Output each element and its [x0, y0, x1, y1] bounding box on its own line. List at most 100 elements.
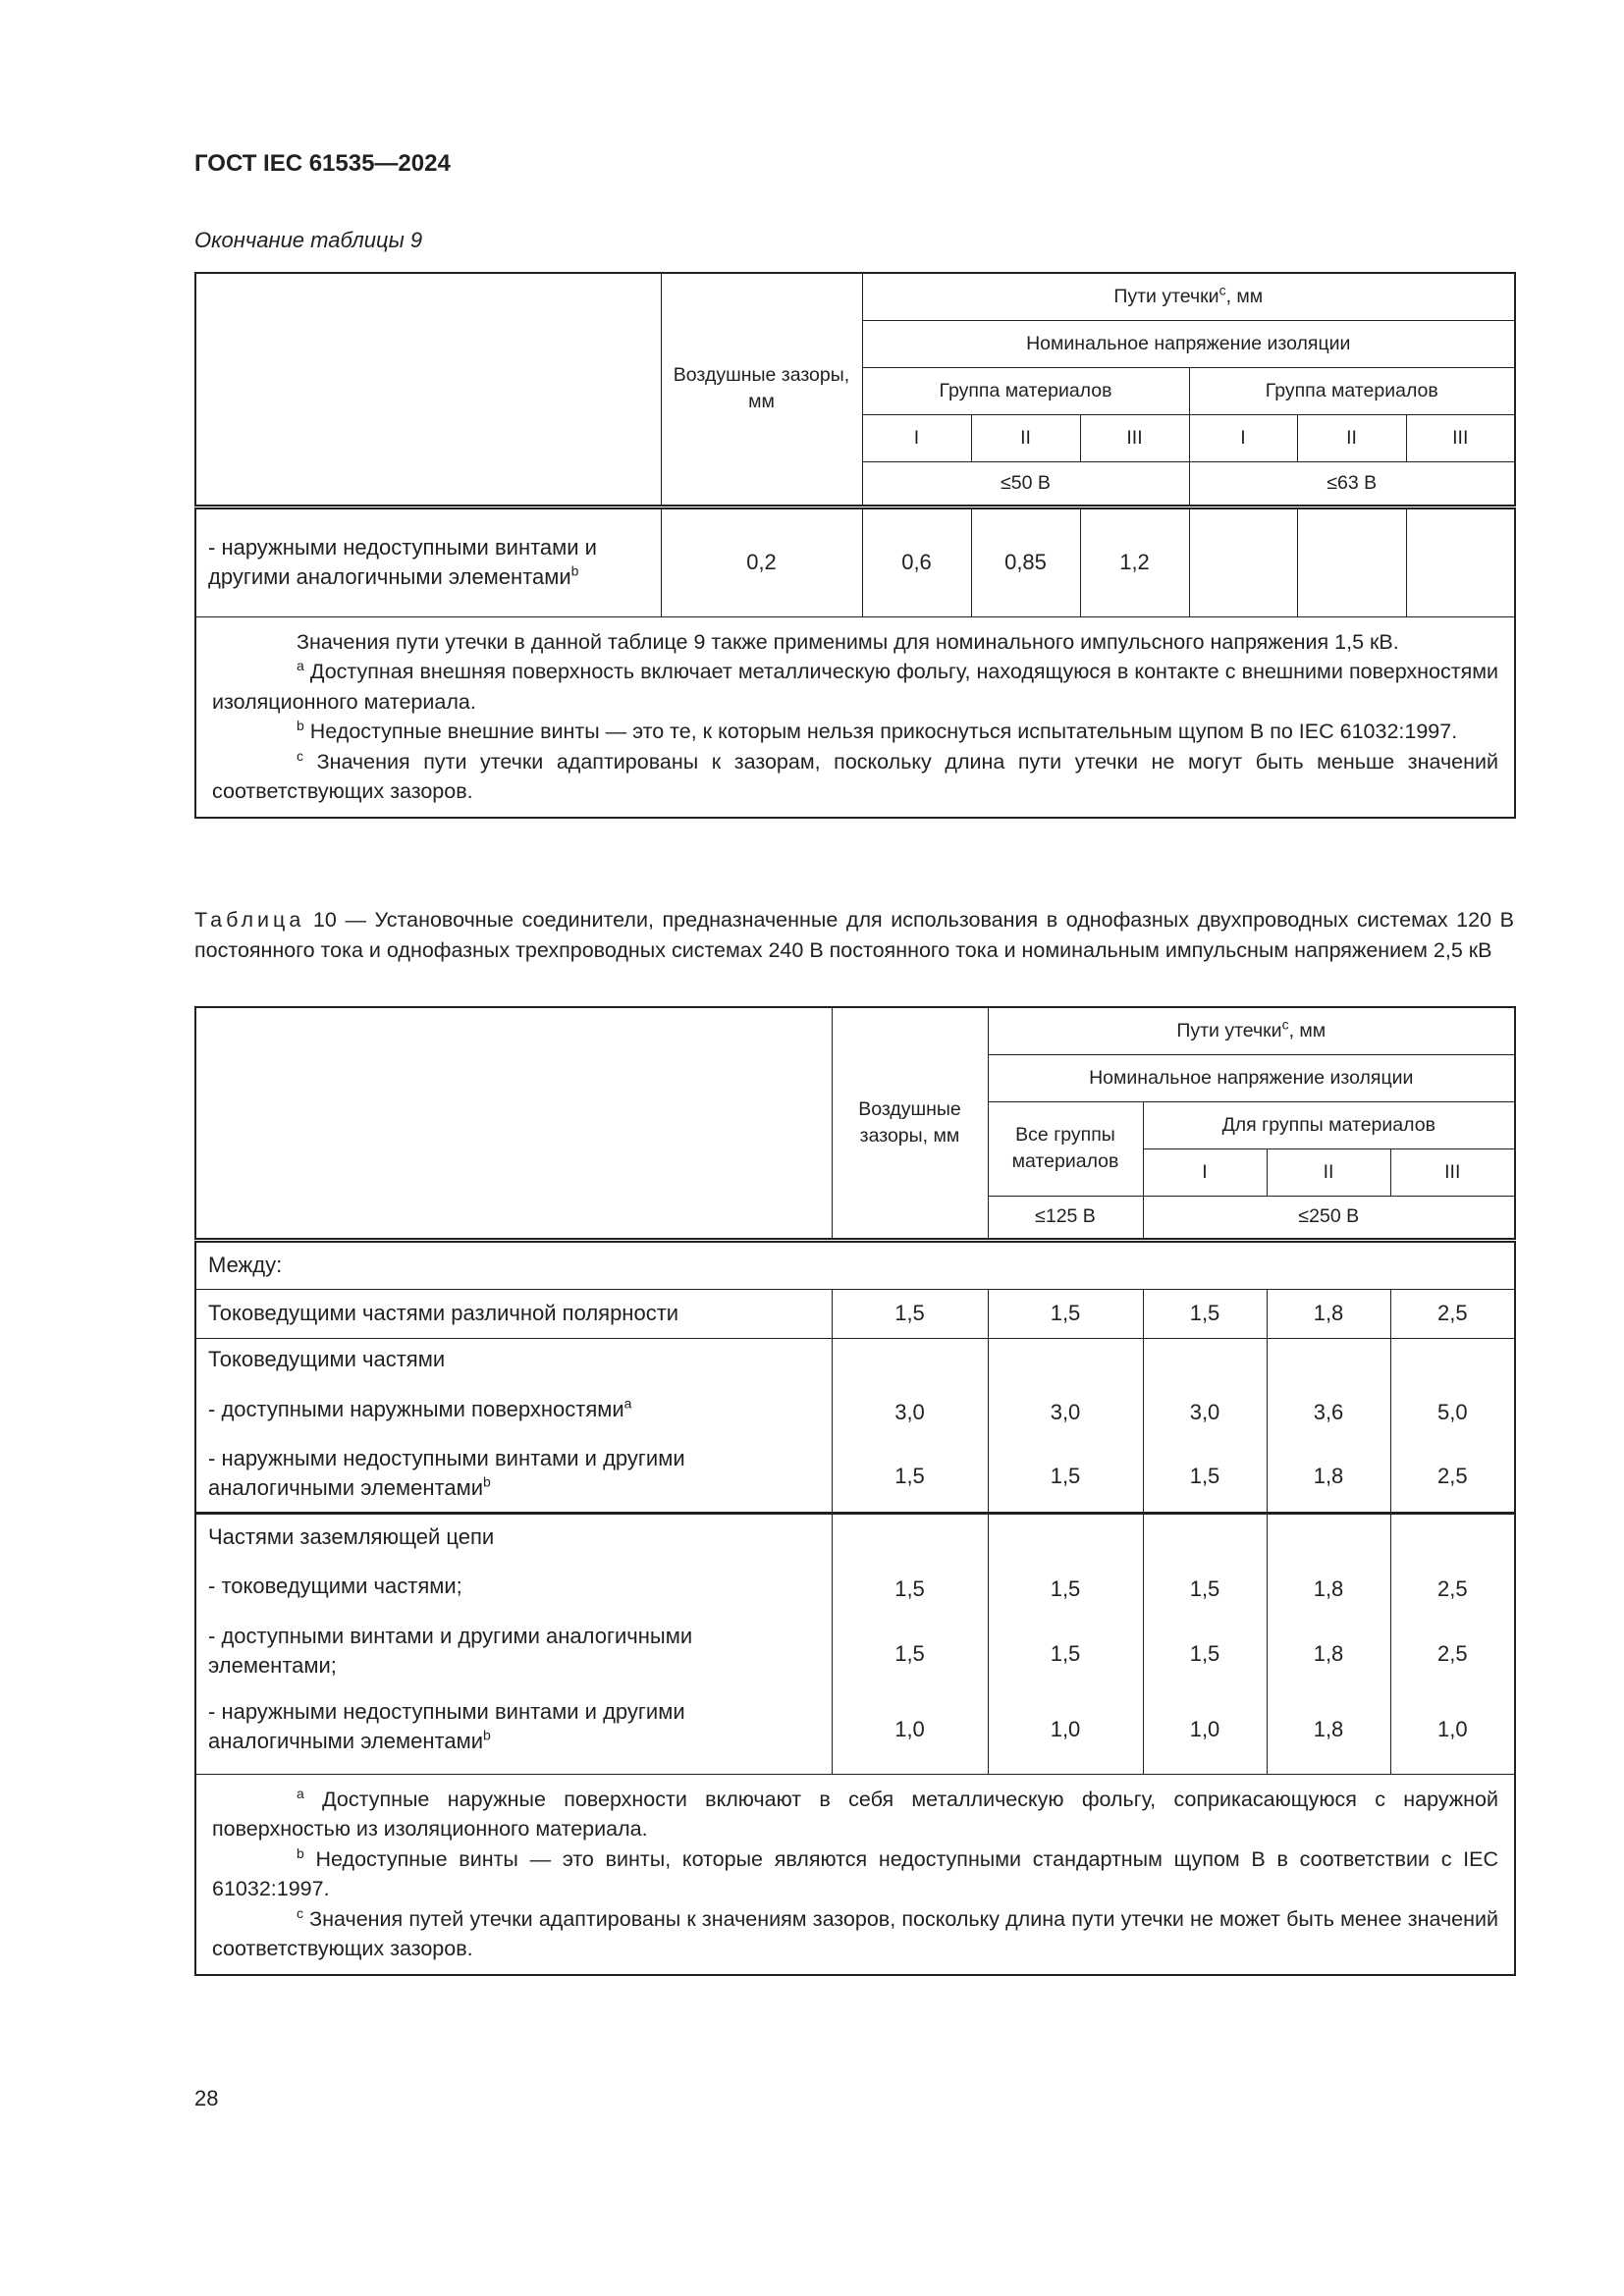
- value: 1,5: [1189, 1463, 1220, 1488]
- row-label: Токоведущими частями различной полярност…: [194, 1288, 833, 1339]
- sub-row-label: - наружными недоступными винтами и други…: [208, 1685, 820, 1768]
- cell: 1,5 1,5 1,0: [831, 1512, 989, 1775]
- value: 1,5: [1189, 1575, 1220, 1601]
- voltage-63: ≤63 В: [1188, 460, 1516, 507]
- table-row: Токоведущими частями различной полярност…: [194, 1288, 1516, 1339]
- value: 1,0: [1436, 1716, 1468, 1741]
- material-group-header: Группа материалов: [861, 366, 1190, 415]
- cell: 2,5: [1389, 1288, 1516, 1339]
- creepage-header: Пути утечкиc, мм: [987, 1006, 1516, 1055]
- note-text: Недоступные винты — это винты, которые я…: [212, 1846, 1499, 1901]
- nominal-voltage-header: Номинальное напряжение изоляции: [861, 319, 1516, 368]
- row-label: - наружными недоступными винтами и други…: [194, 504, 662, 617]
- group-ii: II: [970, 413, 1081, 462]
- note-text: Недоступные внешние винты — это те, к ко…: [303, 720, 1458, 743]
- voltage-250: ≤250 В: [1142, 1195, 1516, 1241]
- value: 2,5: [1436, 1640, 1468, 1666]
- cell: 3,0 1,5: [987, 1337, 1144, 1514]
- voltage-125: ≤125 В: [987, 1195, 1144, 1241]
- label-text: - наружными недоступными винтами и други…: [208, 1445, 685, 1500]
- cell: 1,2: [1079, 504, 1190, 617]
- group-title: Частями заземляющей цепи: [208, 1523, 495, 1549]
- table-continuation-label: Окончание таблицы 9: [194, 228, 423, 252]
- value: 1,5: [1189, 1640, 1220, 1666]
- table-row-group: Токоведущими частями - доступными наружн…: [194, 1337, 1516, 1514]
- cell: 0,85: [970, 504, 1081, 617]
- value: 1,5: [1050, 1640, 1081, 1666]
- voltage-50: ≤50 В: [861, 460, 1190, 507]
- group-iii: III: [1405, 413, 1516, 462]
- creepage-label: Пути утечки: [1176, 1019, 1282, 1041]
- table-9: Воздушные зазоры, мм Пути утечкиc, мм Но…: [194, 272, 1517, 819]
- label-text: - доступными винтами и другими аналогичн…: [208, 1623, 693, 1678]
- nominal-voltage-header: Номинальное напряжение изоляции: [987, 1053, 1516, 1102]
- value: 2,5: [1436, 1463, 1468, 1488]
- cell: 1,8: [1266, 1288, 1391, 1339]
- group-i: I: [861, 413, 972, 462]
- row-label: Токоведущими частями - доступными наружн…: [194, 1337, 833, 1514]
- note-text: Значения путей утечки адаптированы к зна…: [212, 1906, 1499, 1961]
- group-iii: III: [1079, 413, 1190, 462]
- cell: 0,6: [861, 504, 972, 617]
- value: 1,8: [1313, 1575, 1344, 1601]
- creepage-header: Пути утечкиc, мм: [861, 272, 1516, 321]
- value: 1,8: [1313, 1716, 1344, 1741]
- value: 5,0: [1436, 1399, 1468, 1424]
- cell: 1,5 1,5 1,0: [1142, 1512, 1268, 1775]
- note-b: b Недоступные внешние винты — это те, к …: [212, 717, 1498, 747]
- footnote-ref: b: [570, 562, 579, 579]
- footnote-ref: b: [483, 1727, 491, 1743]
- group-title: Токоведущими частями: [208, 1346, 446, 1371]
- cell: 3,0 1,5: [831, 1337, 989, 1514]
- creepage-label: Пути утечки: [1113, 285, 1219, 307]
- air-gap-header: Воздушные зазоры, мм: [660, 272, 863, 507]
- sub-row-label: - доступными винтами и другими аналогичн…: [208, 1617, 820, 1685]
- value: 1,0: [1189, 1716, 1220, 1741]
- group-i: I: [1142, 1148, 1268, 1197]
- sub-row-label: - доступными наружными поверхностямиa: [208, 1378, 820, 1441]
- caption-label: Таблица: [194, 908, 305, 932]
- label-text: - доступными наружными поверхностями: [208, 1396, 624, 1421]
- document-code: ГОСТ IEC 61535—2024: [194, 150, 451, 177]
- footnote-mark: b: [297, 717, 304, 733]
- group-ii: II: [1296, 413, 1407, 462]
- note-a: a Доступная внешняя поверхность включает…: [212, 657, 1498, 717]
- cell: [1296, 504, 1407, 617]
- value: 2,5: [1436, 1575, 1468, 1601]
- footnote-ref: a: [623, 1395, 632, 1412]
- for-group-header: Для группы материалов: [1142, 1100, 1516, 1149]
- table-10: Воздушные зазоры, мм Пути утечкиc, мм Но…: [194, 1006, 1517, 1976]
- value: 3,0: [894, 1399, 925, 1424]
- air-gap-header: Воздушные зазоры, мм: [831, 1006, 989, 1241]
- cell: [1405, 504, 1516, 617]
- header-empty: [194, 1006, 833, 1241]
- label-text: - токоведущими частями;: [208, 1573, 462, 1598]
- sub-row-label: - токоведущими частями;: [208, 1556, 820, 1617]
- note-text: Значения пути утечки адаптированы к зазо…: [212, 749, 1499, 804]
- row-label-text: - наружными недоступными винтами и други…: [208, 535, 597, 589]
- note-c: c Значения путей утечки адаптированы к з…: [212, 1904, 1498, 1964]
- footnote-ref: c: [1218, 282, 1226, 298]
- note-text: Значения пути утечки в данной таблице 9 …: [297, 629, 1399, 654]
- page-number: 28: [194, 2086, 219, 2110]
- header-empty: [194, 272, 662, 507]
- group-iii: III: [1389, 1148, 1516, 1197]
- table-row-group: Частями заземляющей цепи - токоведущими …: [194, 1512, 1516, 1775]
- caption-text: 10 — Установочные соединители, предназна…: [194, 908, 1514, 962]
- table-notes: a Доступные наружные поверхности включаю…: [194, 1773, 1516, 1975]
- cell: 2,5 2,5 1,0: [1389, 1512, 1516, 1775]
- value: 3,0: [1050, 1399, 1081, 1424]
- row-label: Частями заземляющей цепи - токоведущими …: [194, 1512, 833, 1775]
- value: 1,8: [1313, 1640, 1344, 1666]
- cell: 5,0 2,5: [1389, 1337, 1516, 1514]
- note-text: Доступная внешняя поверхность включает м…: [212, 660, 1499, 714]
- unit-label: , мм: [1225, 285, 1264, 307]
- cell: 1,5 1,5 1,0: [987, 1512, 1144, 1775]
- note-text: Доступные наружные поверхности включают …: [212, 1787, 1499, 1842]
- cell: 1,5: [831, 1288, 989, 1339]
- cell: 3,6 1,8: [1266, 1337, 1391, 1514]
- value: 3,0: [1189, 1399, 1220, 1424]
- label-text: - наружными недоступными винтами и други…: [208, 1698, 685, 1753]
- material-group-header: Группа материалов: [1188, 366, 1516, 415]
- value: 1,5: [894, 1640, 925, 1666]
